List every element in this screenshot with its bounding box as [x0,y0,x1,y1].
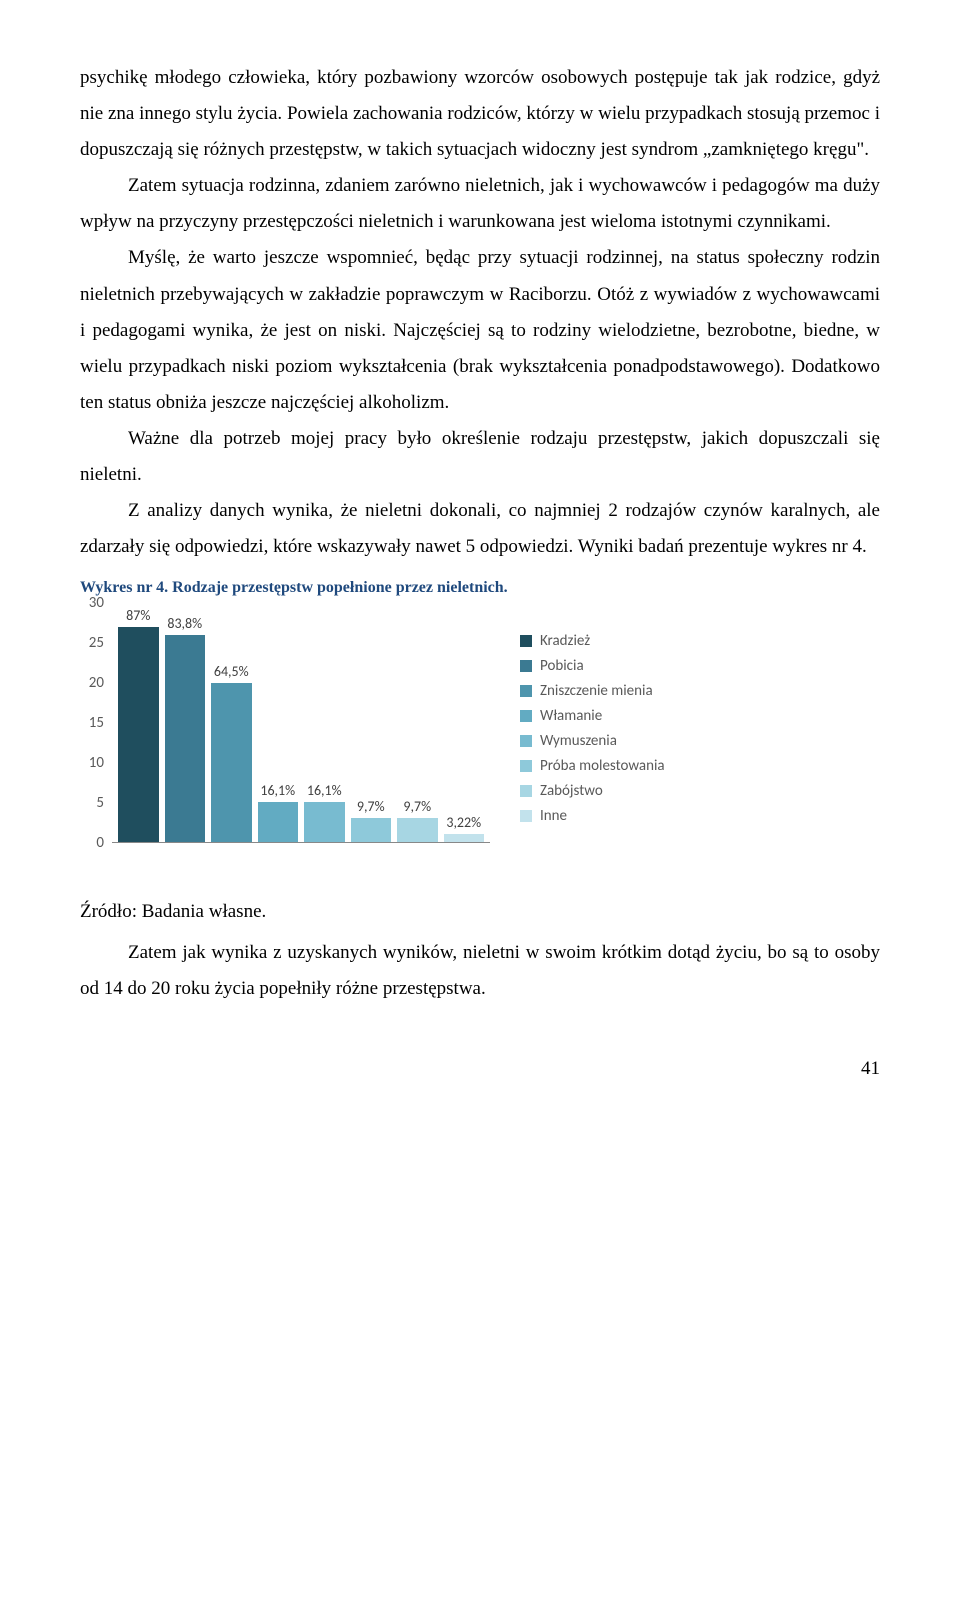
legend-swatch [520,660,532,672]
bar-column: 16,1% [258,603,299,842]
y-tick: 25 [89,634,104,652]
bar-value-label: 16,1% [307,782,342,799]
chart-plot: 051015202530 87%83,8%64,5%16,1%16,1%9,7%… [80,603,490,863]
legend-item: Włamanie [520,707,665,725]
bar [118,627,159,842]
y-tick: 20 [89,674,104,692]
legend-item: Zabójstwo [520,782,665,800]
legend-label: Wymuszenia [540,732,617,750]
bar-column: 87% [118,603,159,842]
bar-group: 87% 83,8% 64,5% 16,1% 16,1% 9,7% 9,7% 3,22% [112,603,490,842]
legend-swatch [520,760,532,772]
legend-swatch [520,710,532,722]
y-tick: 30 [89,594,104,612]
chart-title: Wykres nr 4. Rodzaje przestępstw popełni… [80,579,880,597]
bar-column: 9,7% [351,603,392,842]
legend-item: Kradzież [520,632,665,650]
legend-label: Inne [540,807,567,825]
chart-legend: Kradzież Pobicia Zniszczenie mienia Włamani… [520,625,665,832]
bar-value-label: 9,7% [357,798,385,815]
bar-value-label: 87% [126,607,150,624]
legend-swatch [520,785,532,797]
legend-item: Inne [520,807,665,825]
y-tick: 5 [96,794,104,812]
body-paragraph: Ważne dla potrzeb mojej pracy było okreś… [80,421,880,493]
bar-column: 64,5% [211,603,252,842]
bar-value-label: 64,5% [214,663,249,680]
chart-container: 051015202530 87%83,8%64,5%16,1%16,1%9,7%… [80,603,880,863]
y-tick: 0 [96,834,104,852]
bar-column: 9,7% [397,603,438,842]
page-number: 41 [80,1058,880,1080]
legend-label: Próba molestowania [540,757,665,775]
body-paragraph: Z analizy danych wynika, że nieletni dok… [80,493,880,565]
legend-swatch [520,810,532,822]
body-paragraph: Zatem jak wynika z uzyskanych wyników, n… [80,935,880,1007]
bar-value-label: 3,22% [446,814,481,831]
body-paragraph: psychikę młodego człowieka, który pozbaw… [80,60,880,168]
body-paragraph: Zatem sytuacja rodzinna, zdaniem zarówno… [80,168,880,240]
bar-value-label: 16,1% [260,782,295,799]
legend-swatch [520,735,532,747]
chart-source: Źródło: Badania własne. [80,901,880,923]
bar [397,818,438,842]
legend-swatch [520,635,532,647]
body-paragraph: Myślę, że warto jeszcze wspomnieć, będąc… [80,240,880,420]
bar [304,802,345,842]
bar [211,683,252,842]
legend-item: Zniszczenie mienia [520,682,665,700]
legend-item: Wymuszenia [520,732,665,750]
y-axis: 051015202530 [80,603,108,843]
legend-swatch [520,685,532,697]
legend-item: Pobicia [520,657,665,675]
legend-label: Włamanie [540,707,602,725]
legend-label: Zniszczenie mienia [540,682,653,700]
bar-value-label: 9,7% [403,798,431,815]
bar [165,635,206,842]
bar-column: 83,8% [165,603,206,842]
bar-value-label: 83,8% [167,615,202,632]
bar [444,834,485,842]
plot-area: 87% 83,8% 64,5% 16,1% 16,1% 9,7% 9,7% 3,22% [112,603,490,843]
legend-label: Pobicia [540,657,584,675]
legend-label: Kradzież [540,632,590,650]
bar [351,818,392,842]
bar-column: 3,22% [444,603,485,842]
bar-column: 16,1% [304,603,345,842]
bar [258,802,299,842]
legend-label: Zabójstwo [540,782,603,800]
y-tick: 15 [89,714,104,732]
legend-item: Próba molestowania [520,757,665,775]
y-tick: 10 [89,754,104,772]
